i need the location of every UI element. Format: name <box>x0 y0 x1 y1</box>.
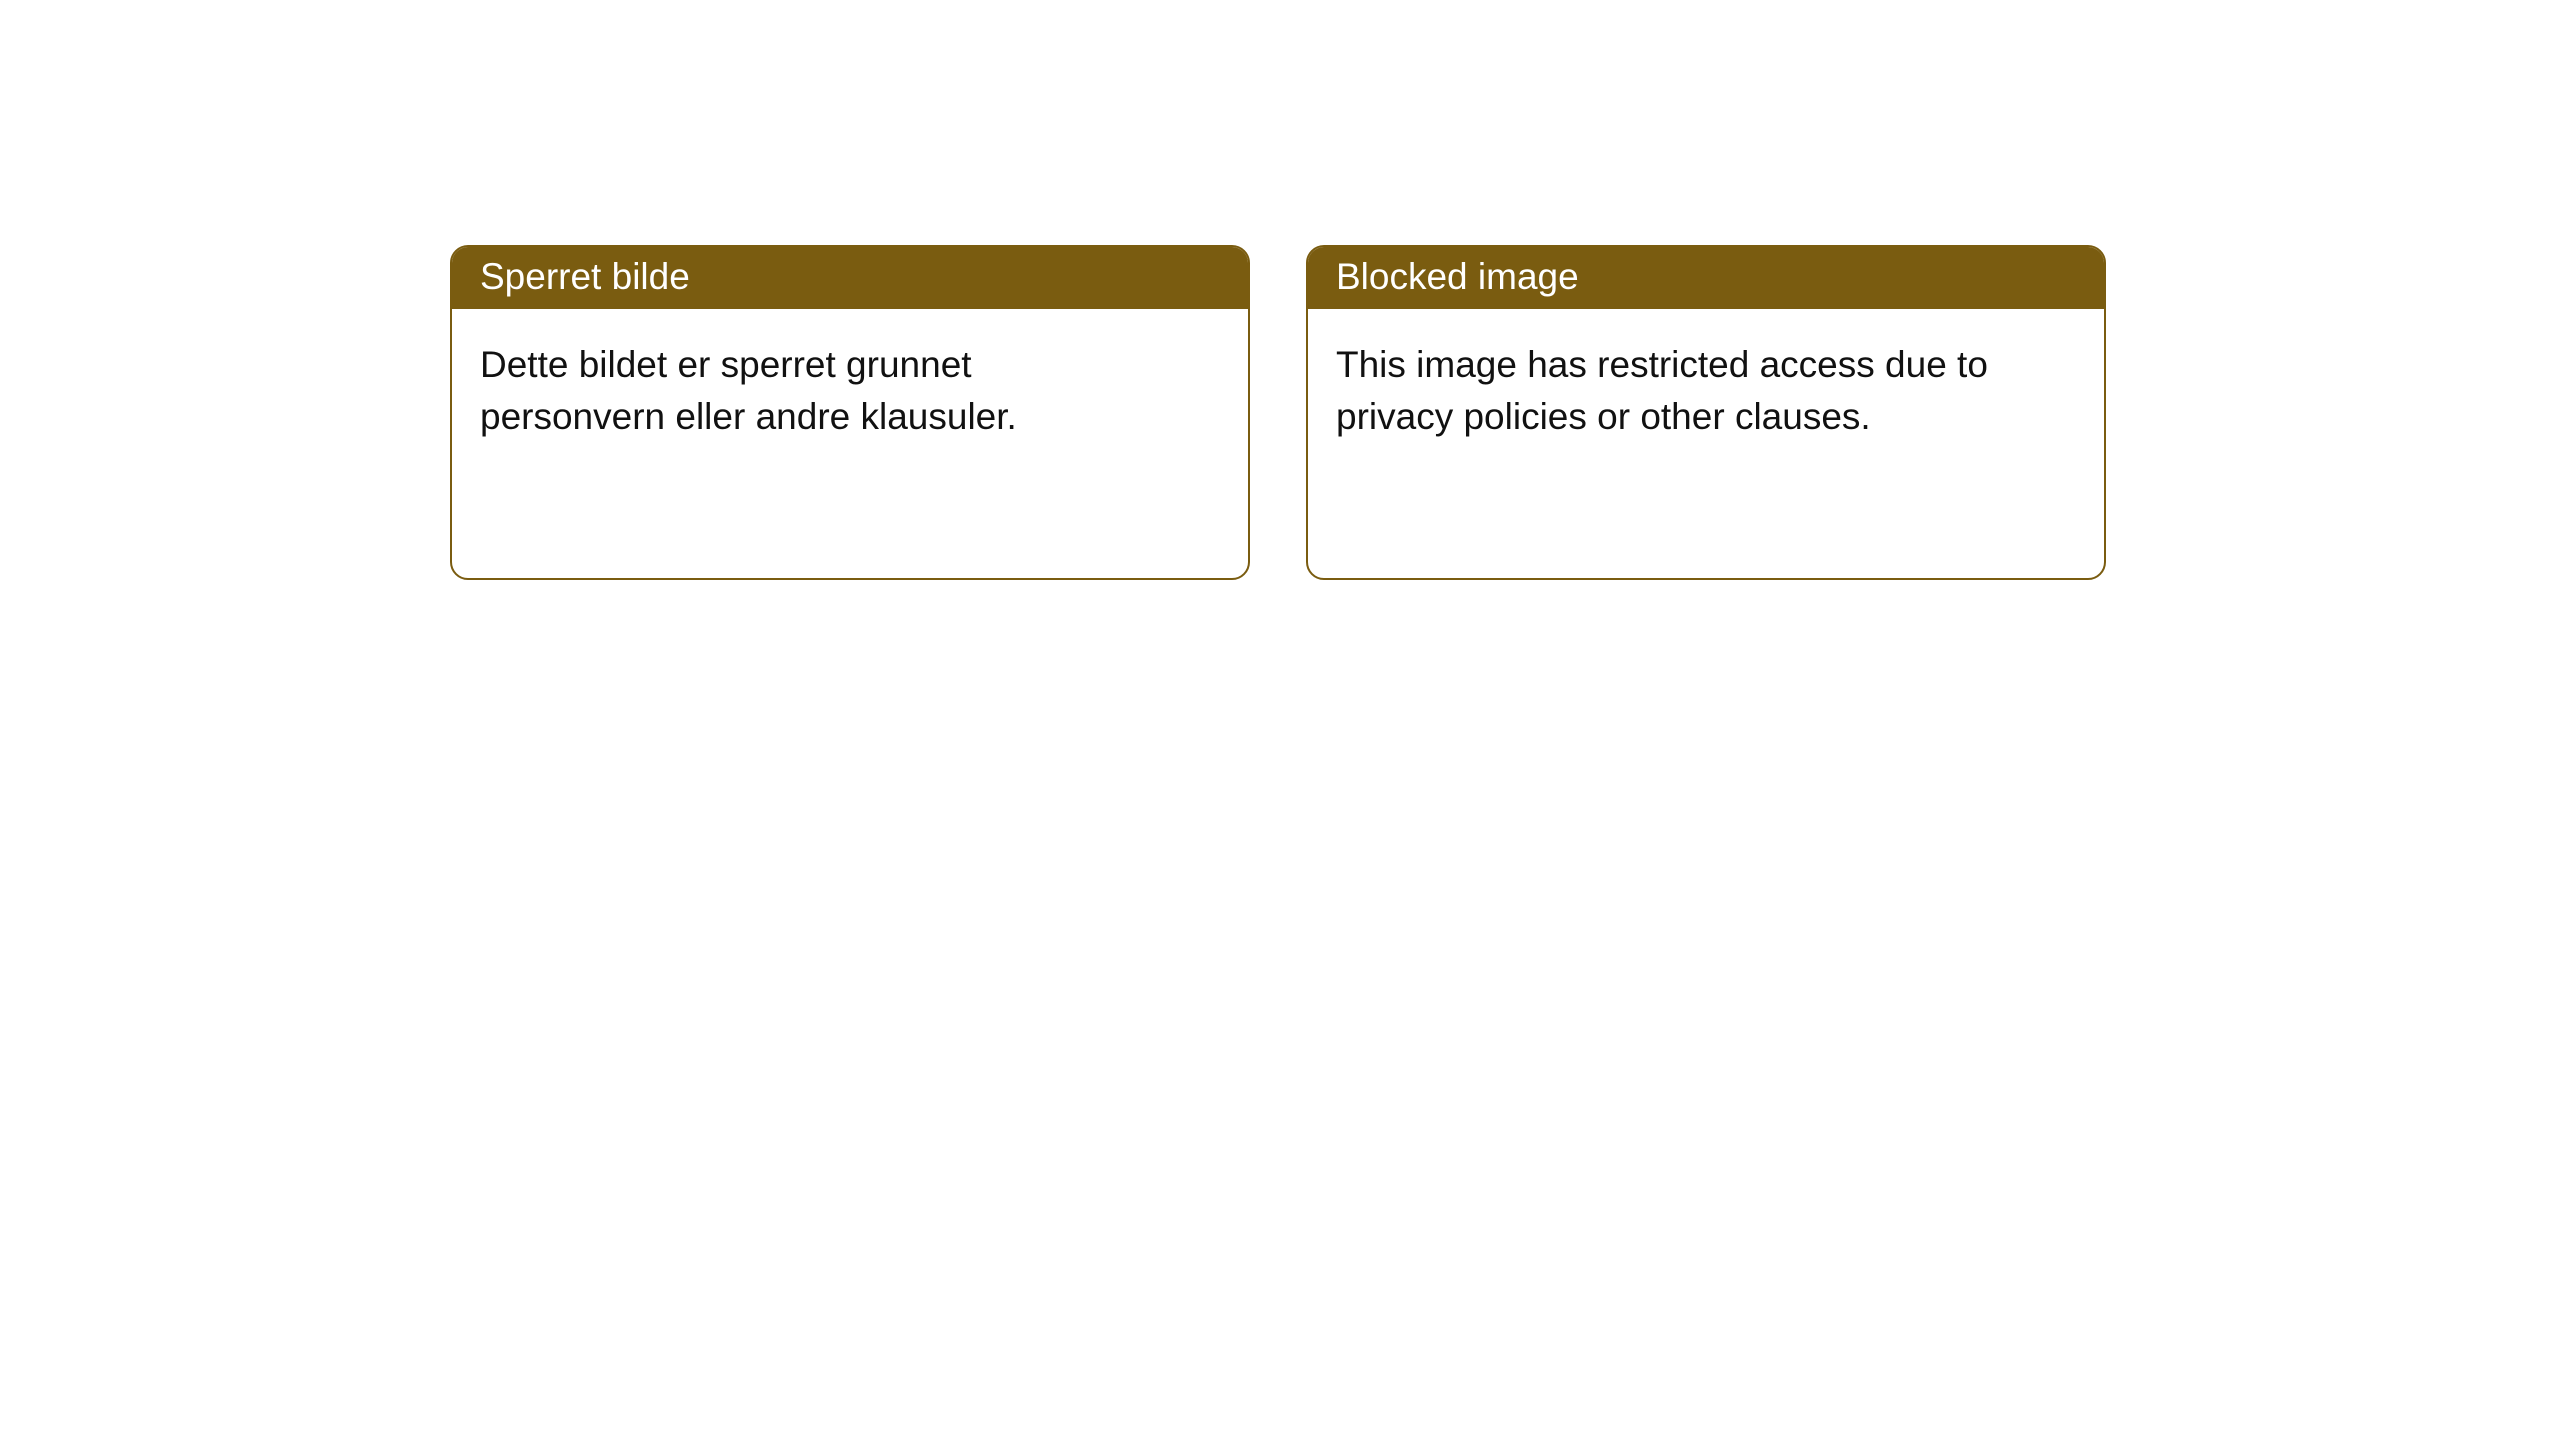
notice-card-title: Sperret bilde <box>452 247 1248 309</box>
notice-card-body: This image has restricted access due to … <box>1308 309 2028 471</box>
notice-card-norwegian: Sperret bilde Dette bildet er sperret gr… <box>450 245 1250 580</box>
notice-card-body: Dette bildet er sperret grunnet personve… <box>452 309 1172 471</box>
notice-container: Sperret bilde Dette bildet er sperret gr… <box>450 245 2106 580</box>
notice-card-english: Blocked image This image has restricted … <box>1306 245 2106 580</box>
notice-card-title: Blocked image <box>1308 247 2104 309</box>
